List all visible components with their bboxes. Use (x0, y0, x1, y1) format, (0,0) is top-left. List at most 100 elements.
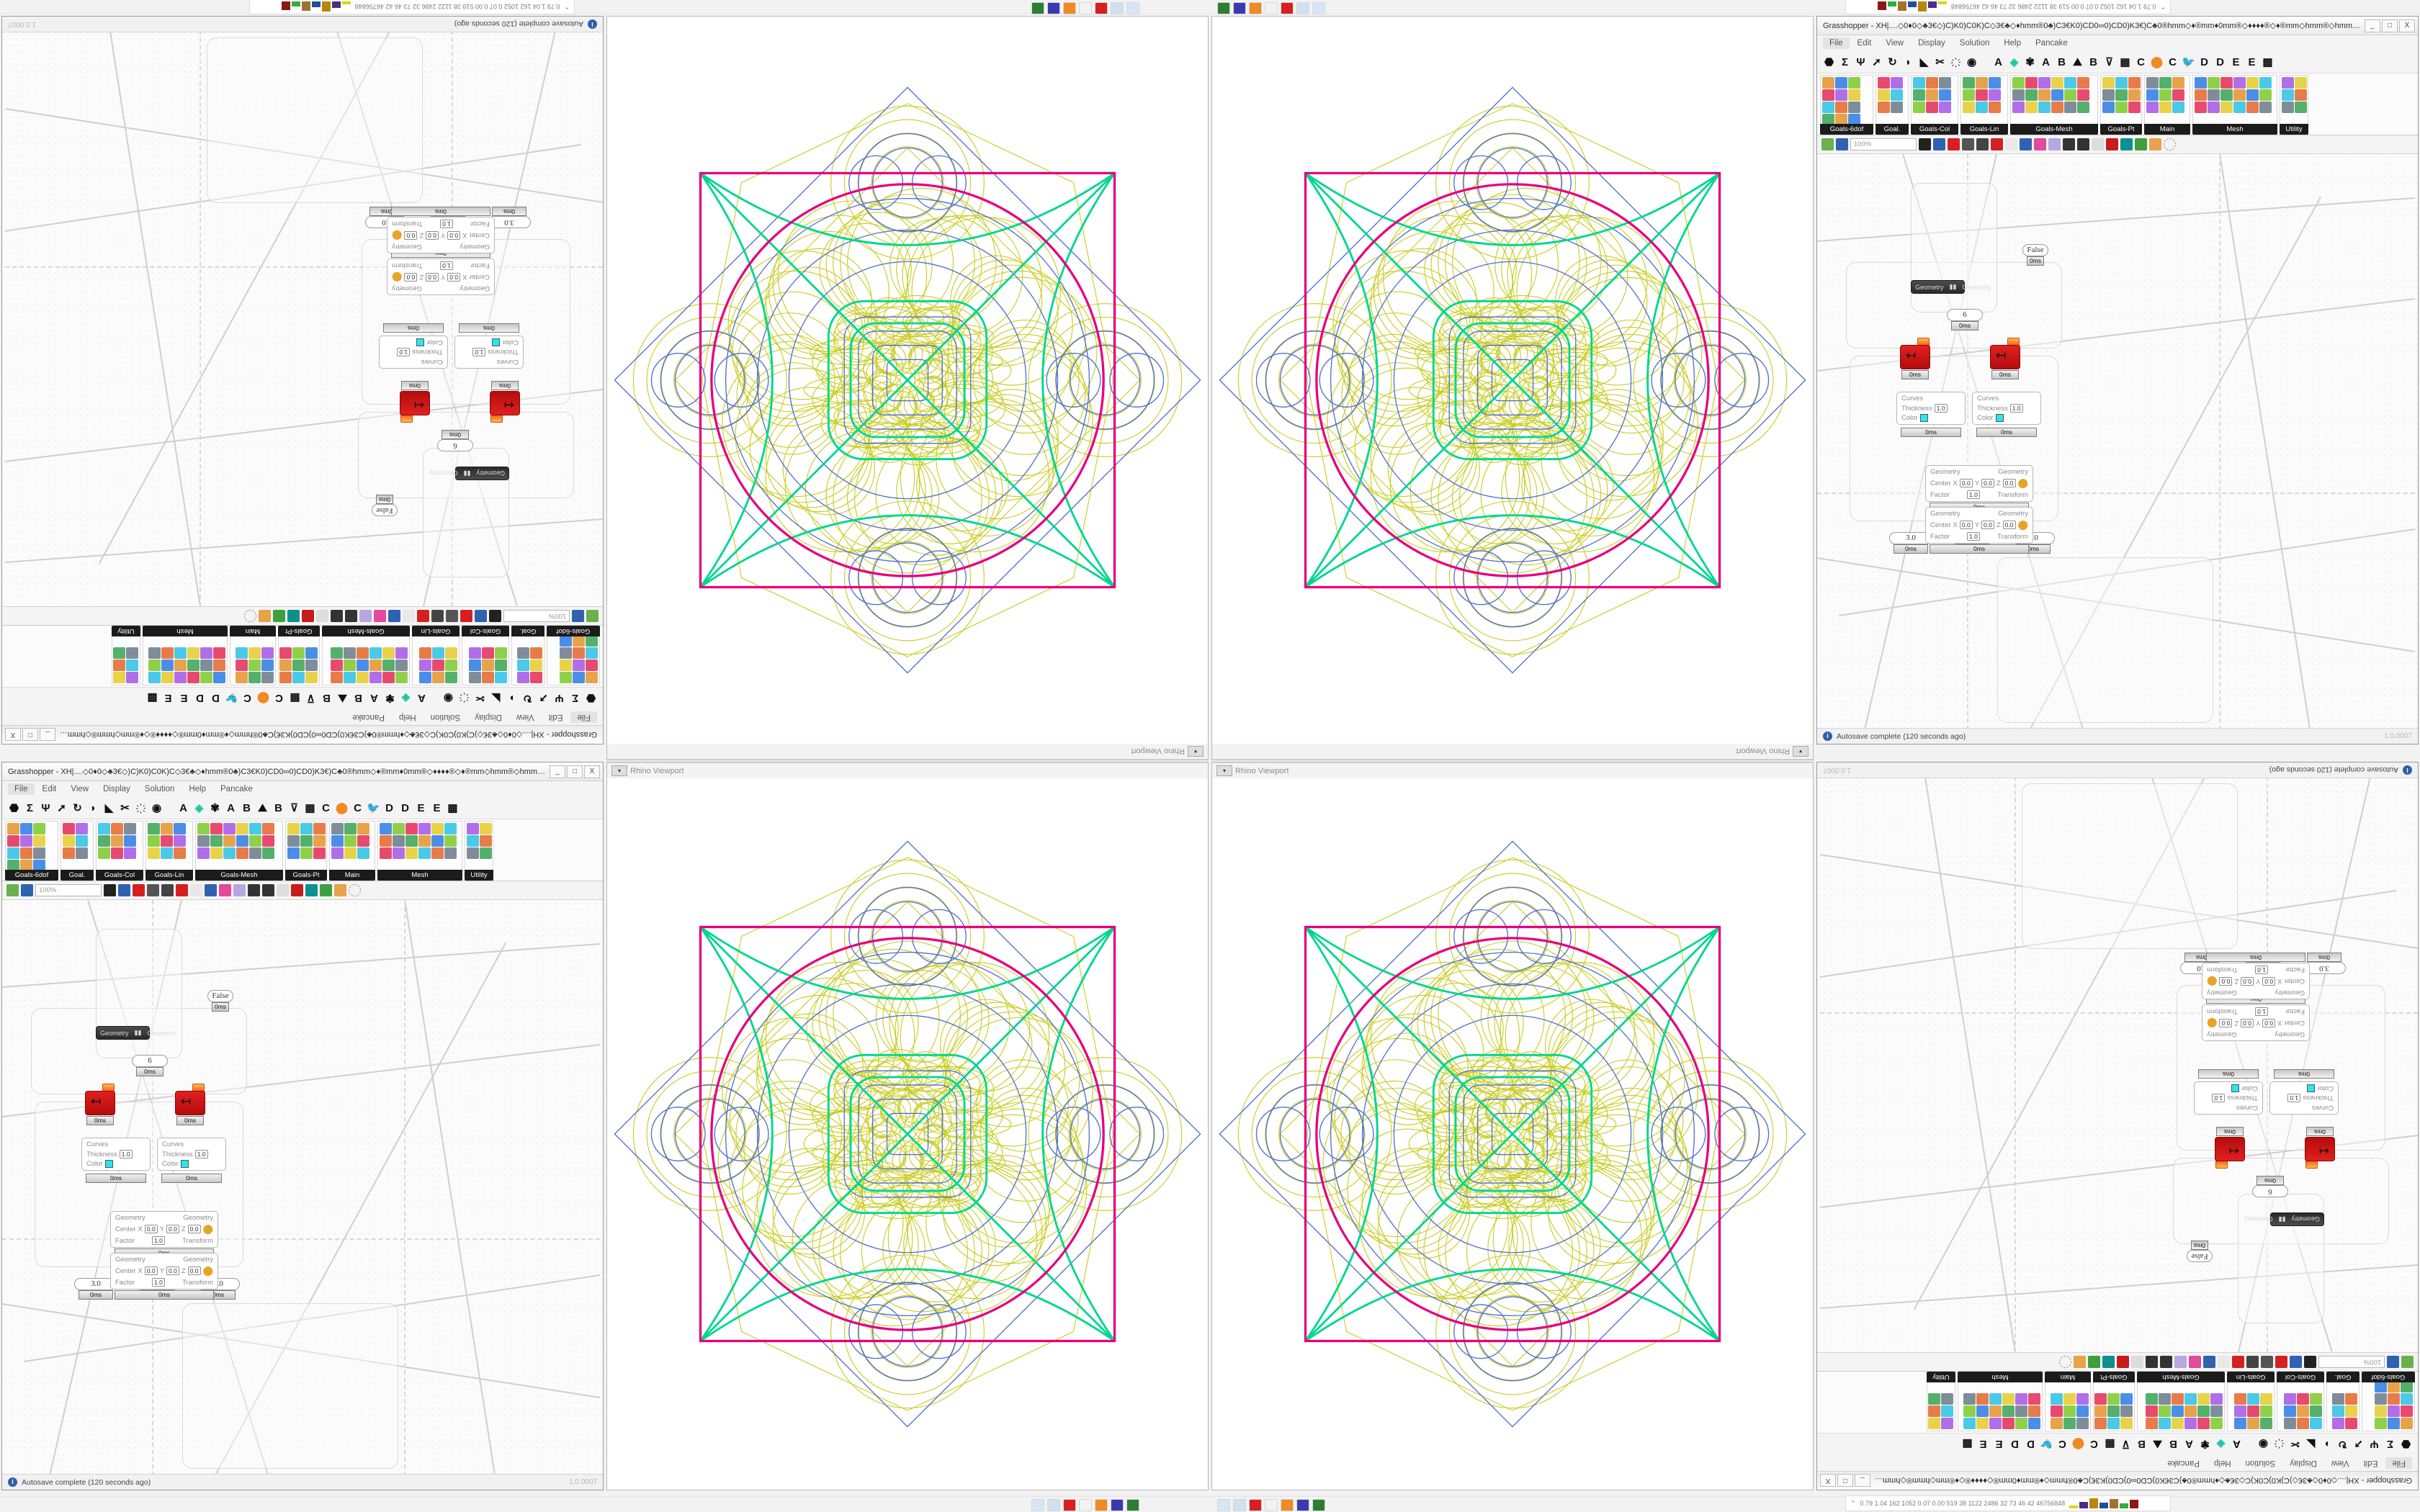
ribbon-component-button[interactable] (2197, 1418, 2210, 1430)
ribbon-component-button[interactable] (2120, 1418, 2133, 1430)
E[interactable]: E (2248, 55, 2256, 68)
close-button[interactable]: X (584, 765, 600, 778)
error-component[interactable] (400, 391, 430, 415)
hex-icon[interactable]: ⬣ (2401, 1438, 2411, 1450)
sphere-orange-icon[interactable] (334, 884, 346, 896)
menu-item-solution[interactable]: Solution (2245, 1459, 2276, 1467)
ribbon-tab-label[interactable]: Goals-Lin (2227, 1372, 2275, 1382)
ribbon-component-button[interactable] (62, 834, 75, 847)
menu-item-pancake[interactable]: Pancake (220, 785, 253, 793)
error-component[interactable] (1900, 345, 1930, 369)
menu-item-pancake[interactable]: Pancake (352, 713, 385, 721)
thickness-value[interactable]: 1.0 (119, 1150, 133, 1158)
ribbon-component-button[interactable] (395, 660, 408, 672)
document-icon[interactable] (190, 884, 202, 896)
ribbon-component-grid[interactable] (1820, 75, 1873, 124)
ribbon-component-button[interactable] (173, 847, 186, 859)
ribbon-component-button[interactable] (495, 672, 508, 684)
ribbon-component-button[interactable] (1877, 101, 1890, 113)
ribbon-component-grid[interactable] (2227, 1382, 2275, 1431)
ribbon-component-button[interactable] (2051, 89, 2063, 101)
vector-icon[interactable]: ⊽ (307, 692, 315, 704)
ribbon-component-button[interactable] (432, 672, 445, 684)
ribbon-component-button[interactable] (2197, 1405, 2210, 1418)
ribbon-component-button[interactable] (1834, 76, 1847, 89)
ribbon-component-button[interactable] (19, 859, 32, 870)
ribbon-component-grid[interactable] (465, 821, 493, 870)
D[interactable]: D (401, 801, 409, 814)
ribbon-component-button[interactable] (2246, 101, 2259, 113)
menu-item-file[interactable]: File (570, 711, 597, 723)
center-x-value[interactable]: 0.0 (447, 231, 461, 240)
ribbon-component-button[interactable] (418, 847, 431, 859)
ribbon-component-button[interactable] (2345, 1405, 2358, 1418)
ribbon-component-button[interactable] (32, 859, 45, 870)
ribbon-component-grid[interactable] (329, 821, 375, 870)
error-component[interactable] (2305, 1137, 2335, 1161)
ribbon-component-button[interactable] (2128, 89, 2141, 101)
capsule-icon[interactable] (446, 610, 458, 622)
sphere-teal-icon[interactable] (2102, 1356, 2115, 1368)
ribbon-component-button[interactable] (479, 834, 492, 847)
ribbon-component-button[interactable] (236, 834, 248, 847)
menu-item-display[interactable]: Display (475, 713, 502, 721)
ribbon-component-button[interactable] (2332, 1393, 2345, 1405)
ribbon-tab-label[interactable]: Main (329, 870, 375, 881)
color-swatch[interactable] (180, 1160, 189, 1168)
notepad-icon[interactable] (1111, 2, 1124, 15)
sphere-orange-icon[interactable] (259, 610, 271, 622)
ribbon-component-button[interactable] (419, 647, 432, 660)
ribbon-component-button[interactable] (432, 660, 445, 672)
ribbon-component-button[interactable] (2284, 1393, 2297, 1405)
open-folder-icon[interactable] (6, 884, 19, 896)
ribbon-component-button[interactable] (261, 834, 274, 847)
calculator-icon[interactable] (1126, 2, 1139, 15)
zoom-extents-icon[interactable] (104, 884, 116, 896)
sphere-black-icon[interactable] (2146, 1356, 2158, 1368)
ribbon-component-button[interactable] (395, 647, 408, 660)
gha-icon[interactable] (2232, 1356, 2244, 1368)
ribbon-component-button[interactable] (2210, 1418, 2223, 1430)
ribbon[interactable]: Goals-6dof Goal. Goals-Col Goals-Lin Goals-M… (1817, 73, 2418, 135)
error-component[interactable] (490, 391, 520, 415)
error-component[interactable] (175, 1091, 205, 1115)
ribbon-component-button[interactable] (2294, 89, 2307, 101)
ribbon-component-button[interactable] (292, 660, 305, 672)
gha-icon[interactable] (417, 610, 429, 622)
ribbon-component-button[interactable] (19, 834, 32, 847)
ribbon-component-button[interactable] (75, 822, 88, 834)
spiral-icon[interactable]: ↻ (523, 692, 532, 704)
grid-icon[interactable]: ▦ (305, 802, 315, 814)
ribbon-component-button[interactable] (32, 847, 45, 859)
menu-item-display[interactable]: Display (1918, 39, 1945, 48)
drop-icon[interactable]: ◗ (508, 692, 516, 705)
zoom-extents-icon[interactable] (1919, 138, 1931, 150)
thickness-value[interactable]: 1.0 (472, 348, 486, 356)
ribbon-component-button[interactable] (6, 834, 19, 847)
center-z-value[interactable]: 0.0 (2002, 521, 2016, 529)
ribbon-component-button[interactable] (2388, 1418, 2401, 1430)
open-folder-icon[interactable] (586, 610, 599, 622)
ribbon-component-button[interactable] (2247, 1393, 2260, 1405)
sphere-orange-icon[interactable] (2074, 1356, 2086, 1368)
ribbon-component-button[interactable] (344, 822, 357, 834)
ribbon-component-button[interactable] (1821, 101, 1834, 113)
error-component[interactable] (85, 1091, 115, 1115)
ribbon-component-button[interactable] (2146, 101, 2159, 113)
sphere-red-icon[interactable] (2117, 1356, 2129, 1368)
factor-value[interactable]: 1.0 (152, 1278, 165, 1287)
grid-icon[interactable]: ▦ (2105, 1438, 2115, 1450)
ribbon-component-button[interactable] (2332, 1418, 2345, 1430)
ribbon-component-grid[interactable] (285, 821, 327, 870)
ribbon-component-button[interactable] (517, 647, 530, 660)
ribbon-component-button[interactable] (405, 822, 418, 834)
A[interactable]: A (370, 692, 378, 705)
ribbon-component-button[interactable] (2028, 1405, 2041, 1418)
center-z-value[interactable]: 0.0 (2002, 479, 2016, 487)
ribbon-component-button[interactable] (147, 822, 160, 834)
A[interactable]: A (2042, 55, 2050, 68)
canvas-toolbar[interactable]: 100% (1817, 1352, 2418, 1371)
center-x-value[interactable]: 0.0 (1959, 521, 1973, 529)
ribbon-component-button[interactable] (261, 847, 274, 859)
cluster-icon[interactable] (248, 884, 260, 896)
